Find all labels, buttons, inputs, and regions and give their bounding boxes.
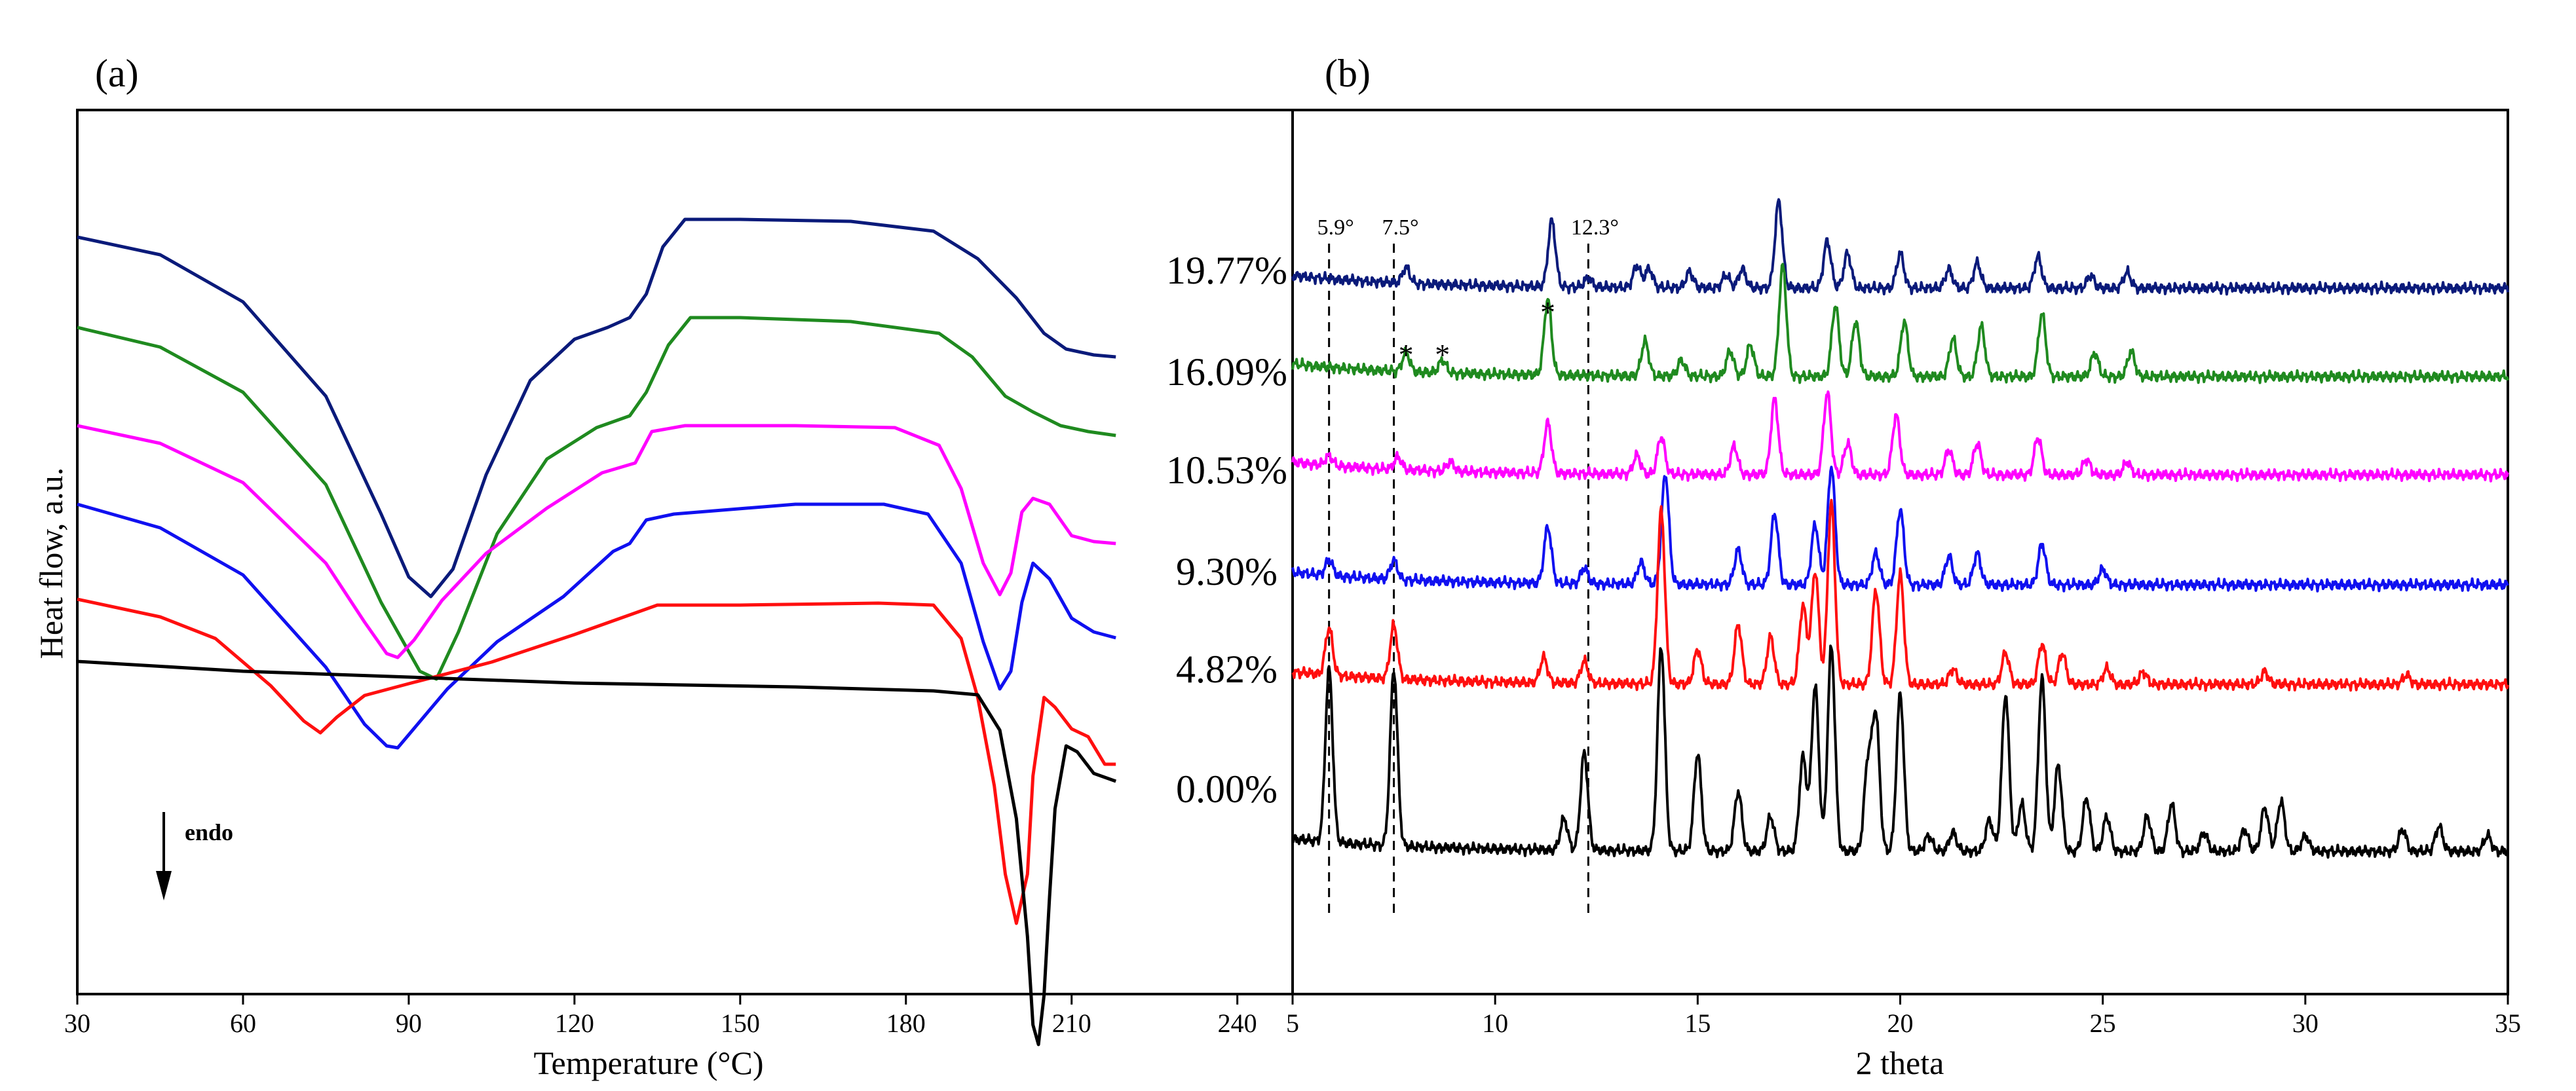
concentration-label: 19.77%	[1166, 249, 1287, 292]
xrd-pattern-6	[1291, 644, 2509, 859]
panel-a-series	[77, 217, 1117, 1046]
dsc-curve-1	[77, 217, 1116, 599]
panel-b-series	[1291, 198, 2509, 859]
panel-b-tick-label: 25	[2090, 1008, 2116, 1038]
panel-a-x-axis-label: Temperature (°C)	[533, 1045, 763, 1081]
panel-b-x-axis-label: 2 theta	[1856, 1045, 1944, 1081]
panel-b-asterisks: * * *	[1399, 295, 1555, 371]
concentration-label: 9.30%	[1176, 550, 1278, 593]
dsc-curve-6	[77, 659, 1117, 1046]
panel-a-x-ticks: 30 60 90 120 150 180 210 240	[64, 994, 1257, 1038]
asterisk-annotation: *	[1540, 295, 1555, 329]
xrd-pattern-1	[1291, 198, 2509, 296]
panel-a-tick-label: 60	[230, 1008, 256, 1038]
panel-b-x-ticks: 5 10 15 20 25 30 35	[1286, 994, 2521, 1038]
xrd-pattern-4	[1291, 466, 2509, 593]
asterisk-annotation: *	[1399, 338, 1414, 371]
endo-arrow	[156, 812, 172, 900]
dsc-curve-5	[77, 597, 1116, 925]
panel-a-tick-label: 90	[396, 1008, 422, 1038]
asterisk-annotation: *	[1435, 338, 1450, 371]
panel-b-label: (b)	[1325, 52, 1371, 95]
panel-a-tick-label: 210	[1052, 1008, 1091, 1038]
panel-b-tick-label: 10	[1482, 1008, 1508, 1038]
endo-arrow-head	[156, 871, 172, 900]
reference-line-label: 12.3°	[1571, 215, 1619, 240]
xrd-pattern-5	[1291, 498, 2509, 692]
xrd-pattern-2	[1291, 263, 2509, 384]
xrd-pattern-3	[1291, 390, 2509, 483]
panel-a-tick-label: 150	[721, 1008, 760, 1038]
panel-a-dsc-chart: (a) 30 60 90 120 150 180 210 240 Temperature (°…	[33, 52, 1294, 1081]
series-concentration-labels: 19.77% 16.09% 10.53% 9.30% 4.82% 0.00%	[1166, 249, 1287, 811]
panel-a-tick-label: 240	[1218, 1008, 1257, 1038]
panel-a-tick-label: 30	[64, 1008, 90, 1038]
concentration-label: 4.82%	[1176, 648, 1278, 691]
panel-b-tick-label: 15	[1684, 1008, 1711, 1038]
panel-b-reference-lines: 5.9° 7.5° 12.3°	[1317, 215, 1619, 915]
dsc-curve-4	[77, 502, 1116, 750]
dsc-curve-2	[77, 316, 1116, 681]
panel-a-frame	[76, 109, 1294, 995]
dsc-curve-3	[77, 424, 1116, 659]
panel-b-tick-label: 5	[1286, 1008, 1299, 1038]
panel-b-frame	[1291, 109, 2509, 995]
panel-b-tick-label: 35	[2495, 1008, 2521, 1038]
concentration-label: 0.00%	[1176, 767, 1278, 811]
panel-a-tick-label: 180	[886, 1008, 926, 1038]
panel-b-tick-label: 30	[2292, 1008, 2319, 1038]
panel-b-tick-label: 20	[1887, 1008, 1914, 1038]
panel-a-y-axis-label: Heat flow, a.u.	[33, 468, 69, 659]
reference-line-label: 5.9°	[1317, 215, 1354, 240]
reference-line-label: 7.5°	[1382, 215, 1419, 240]
concentration-label: 10.53%	[1166, 449, 1287, 492]
panel-b-xrd-chart: (b) 5 10 15 20 25 30 35 5.9° 7.5° 12.3° * * * 2 th…	[1286, 52, 2521, 1081]
panel-a-label: (a)	[95, 52, 139, 95]
endo-annotation: endo	[185, 819, 233, 845]
concentration-label: 16.09%	[1166, 350, 1287, 394]
panel-a-tick-label: 120	[555, 1008, 594, 1038]
